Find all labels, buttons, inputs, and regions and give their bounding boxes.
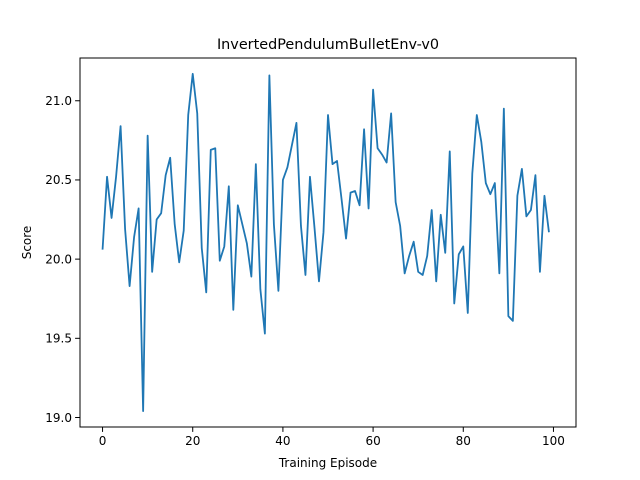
plot-area: [101, 72, 550, 413]
x-tick-label: 20: [185, 434, 200, 448]
y-tick-label: 20.0: [45, 252, 72, 266]
x-tick-label: 60: [365, 434, 380, 448]
x-tick-label: 0: [99, 434, 107, 448]
chart-title: InvertedPendulumBulletEnv-v0: [217, 37, 439, 53]
y-axis-label: Score: [20, 226, 34, 260]
y-tick-label: 20.5: [45, 173, 72, 187]
series-line: [101, 72, 550, 413]
x-tick-label: 100: [542, 434, 565, 448]
x-tick-label: 40: [275, 434, 290, 448]
x-axis: 0 20 40 60 80 100: [99, 427, 565, 448]
x-axis-label: Training Episode: [278, 456, 377, 470]
y-tick-label: 21.0: [45, 94, 72, 108]
y-tick-label: 19.0: [45, 411, 72, 425]
plot-frame: [79, 57, 577, 428]
x-tick-label: 80: [456, 434, 471, 448]
y-tick-label: 19.5: [45, 332, 72, 346]
y-axis: 19.0 19.5 20.0 20.5 21.0: [45, 94, 80, 425]
